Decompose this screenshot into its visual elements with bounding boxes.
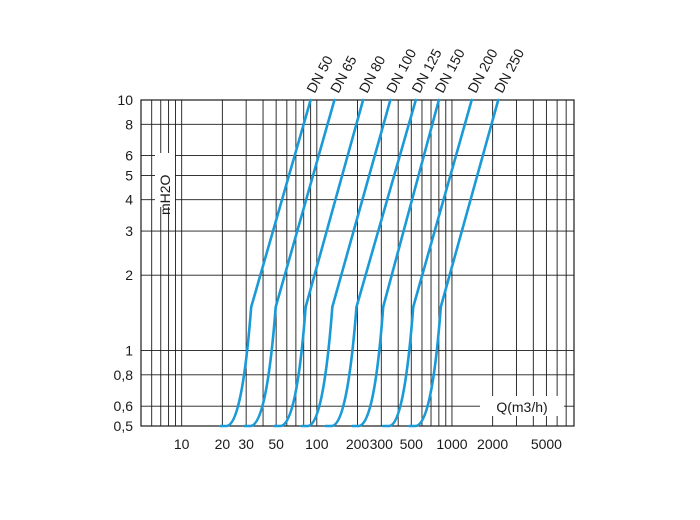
series-line xyxy=(381,98,474,428)
x-tick-label: 200 xyxy=(346,436,370,452)
y-tick-label: 10 xyxy=(117,92,133,108)
x-tick-label: 20 xyxy=(215,436,231,452)
y-tick-label: 0,8 xyxy=(114,367,134,383)
series-line xyxy=(324,98,418,428)
series-line xyxy=(272,98,365,428)
series-line xyxy=(219,98,312,428)
y-tick-label: 6 xyxy=(125,148,133,164)
series-line xyxy=(351,98,441,428)
series-line xyxy=(300,98,392,428)
y-axis-label-background xyxy=(155,153,175,207)
y-tick-label: 0,5 xyxy=(114,418,134,434)
x-tick-label: 100 xyxy=(305,436,329,452)
x-tick-label: 5000 xyxy=(531,436,562,452)
series-line xyxy=(407,98,500,428)
x-axis-label: Q(m3/h) xyxy=(496,399,547,415)
grid xyxy=(140,99,575,427)
x-tick-label: 1000 xyxy=(436,436,467,452)
y-tick-label: 1 xyxy=(125,343,133,359)
y-tick-label: 5 xyxy=(125,167,133,183)
series-line xyxy=(242,98,336,428)
x-axis-label-background xyxy=(480,396,564,416)
y-tick-label: 4 xyxy=(125,192,133,208)
y-tick-label: 3 xyxy=(125,223,133,239)
series-lines xyxy=(219,98,500,428)
y-axis-label: mH2O xyxy=(157,174,173,215)
y-tick-label: 0,6 xyxy=(114,398,134,414)
x-tick-label: 50 xyxy=(268,436,284,452)
y-tick-label: 2 xyxy=(125,267,133,283)
x-tick-label: 30 xyxy=(238,436,254,452)
x-tick-label: 300 xyxy=(370,436,394,452)
x-tick-label: 500 xyxy=(400,436,424,452)
labels: 0,5 0,6 0,8 1 2 3 4 5 6 8 10 10 20 30 50 100 200 300 500 10… xyxy=(114,46,563,452)
x-tick-label: 2000 xyxy=(477,436,508,452)
y-tick-label: 8 xyxy=(125,116,133,132)
x-tick-label: 10 xyxy=(174,436,190,452)
